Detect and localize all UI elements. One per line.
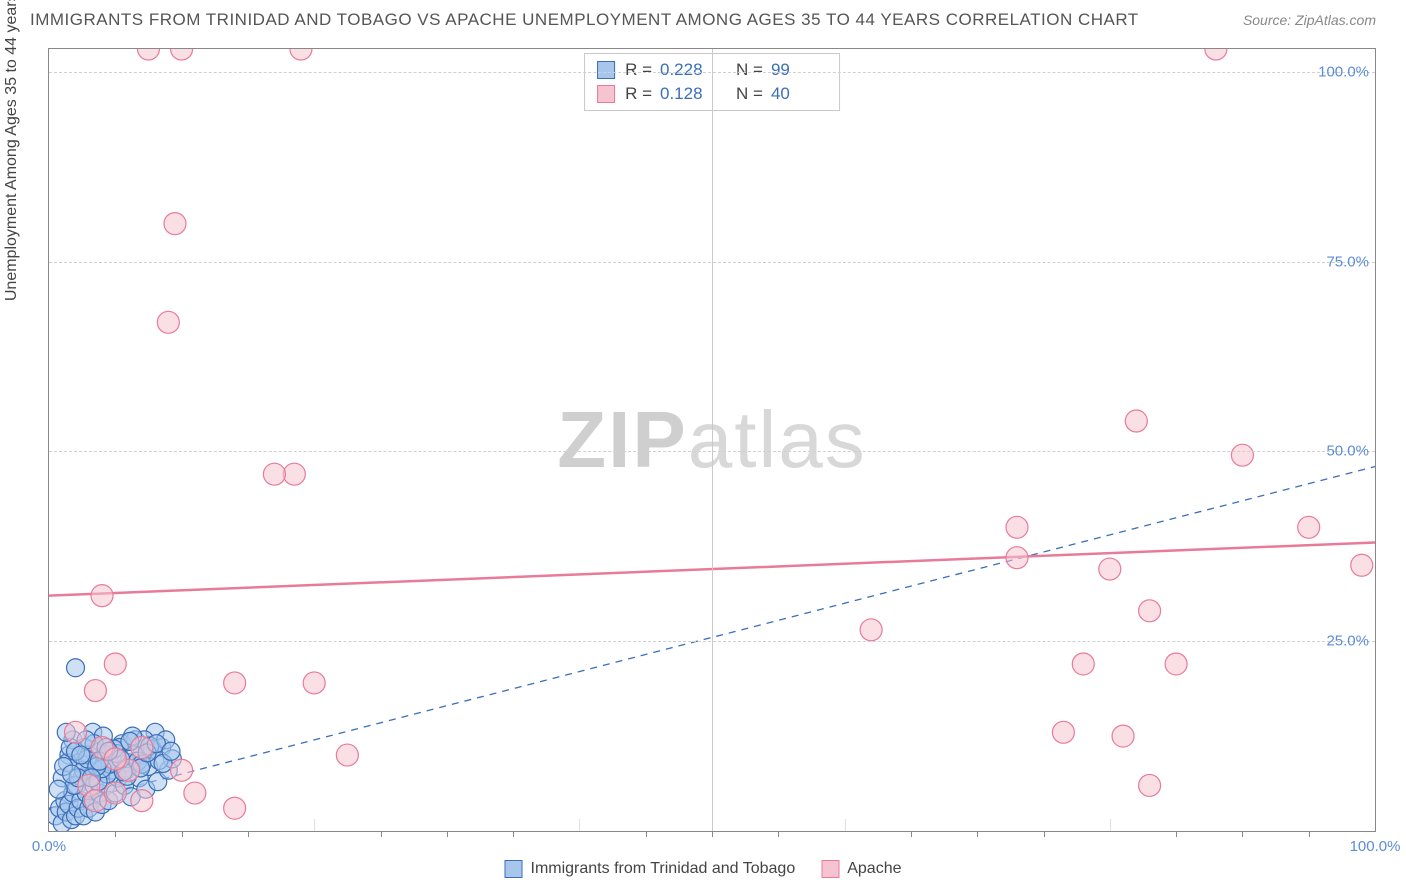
- data-point: [131, 736, 153, 758]
- data-point: [84, 790, 106, 812]
- chart-title: IMMIGRANTS FROM TRINIDAD AND TOBAGO VS A…: [30, 10, 1139, 30]
- data-point: [65, 721, 87, 743]
- data-point: [171, 49, 193, 60]
- data-point: [84, 680, 106, 702]
- data-point: [290, 49, 312, 60]
- y-tick-label: 75.0%: [1326, 253, 1369, 270]
- data-point: [1072, 653, 1094, 675]
- data-point: [224, 797, 246, 819]
- data-point: [1125, 410, 1147, 432]
- data-point: [1165, 653, 1187, 675]
- data-point: [137, 49, 159, 60]
- data-point: [860, 619, 882, 641]
- data-point: [157, 311, 179, 333]
- data-point: [263, 463, 285, 485]
- data-point: [336, 744, 358, 766]
- data-point: [1231, 444, 1253, 466]
- data-point: [104, 653, 126, 675]
- data-point: [1139, 600, 1161, 622]
- legend-label: Immigrants from Trinidad and Tobago: [531, 860, 796, 878]
- data-point: [67, 659, 85, 677]
- x-tick-label: 0.0%: [32, 838, 66, 855]
- legend-swatch: [505, 860, 523, 878]
- legend-item: Apache: [821, 860, 901, 878]
- data-point: [72, 746, 90, 764]
- data-point: [283, 463, 305, 485]
- data-point: [184, 782, 206, 804]
- legend-label: Apache: [847, 860, 901, 878]
- data-point: [104, 782, 126, 804]
- y-tick-label: 50.0%: [1326, 443, 1369, 460]
- y-tick-label: 25.0%: [1326, 633, 1369, 650]
- source-credit: Source: ZipAtlas.com: [1243, 12, 1376, 28]
- data-point: [1052, 721, 1074, 743]
- data-point: [303, 672, 325, 694]
- chart-plot-area: ZIPatlas R = 0.228 N = 99 R = 0.128 N = …: [48, 48, 1376, 832]
- data-point: [1139, 774, 1161, 796]
- data-point: [63, 765, 81, 783]
- legend-swatch: [821, 860, 839, 878]
- data-point: [164, 213, 186, 235]
- data-point: [49, 780, 67, 798]
- data-point: [1112, 725, 1134, 747]
- data-point: [162, 742, 180, 760]
- data-point: [131, 790, 153, 812]
- series-legend: Immigrants from Trinidad and Tobago Apach…: [505, 860, 902, 878]
- data-point: [1006, 516, 1028, 538]
- data-point: [1351, 554, 1373, 576]
- data-point: [91, 585, 113, 607]
- data-point: [1298, 516, 1320, 538]
- data-point: [1205, 49, 1227, 60]
- data-point: [224, 672, 246, 694]
- data-point: [104, 748, 126, 770]
- y-axis-label: Unemployment Among Ages 35 to 44 years: [3, 0, 21, 301]
- x-tick-label: 100.0%: [1350, 838, 1401, 855]
- data-point: [1006, 547, 1028, 569]
- legend-item: Immigrants from Trinidad and Tobago: [505, 860, 796, 878]
- y-tick-label: 100.0%: [1318, 63, 1369, 80]
- data-point: [171, 759, 193, 781]
- data-point: [1099, 558, 1121, 580]
